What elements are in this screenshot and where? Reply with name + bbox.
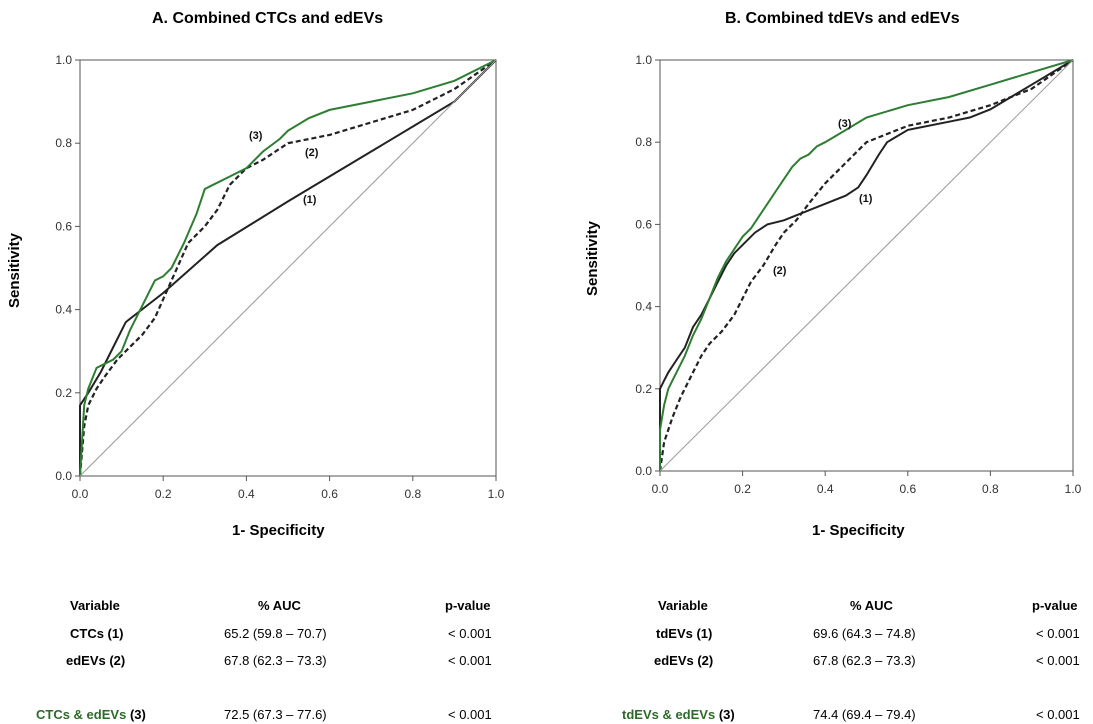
table-row-auc: 65.2 (59.8 – 70.7) [224,626,327,641]
curve-label: (2) [773,265,787,277]
plot-frame [79,59,497,477]
table-row-variable: tdEVs (1) [656,626,713,641]
y-tick-label: 0.8 [635,135,652,149]
chart-title: B. Combined tdEVs and edEVs [725,10,960,27]
table-header-p-value: p-value [1032,598,1078,613]
reference-diagonal-line [659,59,1074,472]
x-tick-label: 0.4 [817,482,834,496]
y-tick-label: 0.6 [55,219,72,233]
table-header-variable: Variable [70,598,120,613]
table-row-auc: 72.5 (67.3 – 77.6) [224,707,327,722]
roc-curve-2 [78,59,497,477]
combined-variable-name: tdEVs & edEVs [622,707,716,722]
table-header-auc: % AUC [258,598,301,613]
y-tick-label: 0.0 [635,464,652,478]
x-tick-label: 0.2 [155,487,172,501]
table-row-auc: 67.8 (62.3 – 73.3) [813,653,916,668]
roc-curve-1 [659,59,1074,471]
table-header-variable: Variable [658,598,708,613]
x-tick-label: 0.6 [321,487,338,501]
combined-variable-number: (3) [129,707,146,722]
table-row-p-value: < 0.001 [1036,707,1080,722]
y-tick-label: 1.0 [635,53,652,67]
x-tick-label: 0.8 [982,482,999,496]
y-tick-label: 0.4 [55,303,72,317]
table-header-p-value: p-value [445,598,491,613]
table-row-variable: tdEVs & edEVs (3) [622,707,735,722]
curve-label: (3) [838,118,852,130]
table-row-p-value: < 0.001 [448,707,492,722]
plot-frame [659,59,1074,472]
y-tick-label: 1.0 [55,53,72,67]
curve-label: (2) [305,147,319,159]
roc-plot: 0.00.0 0.2 0.2 0.4 0.4 0.6 0.6 0.8 0.8 1.0 1.0 (1) (… [55,53,505,501]
roc-panel-b: B. Combined tdEVs and edEVs Sensitivity … [580,0,1093,724]
curve-label: (1) [303,194,317,206]
table-row-variable: CTCs (1) [70,626,124,641]
roc-curve-3 [79,59,497,477]
y-tick-label: 0.2 [55,386,72,400]
chart-title: A. Combined CTCs and edEVs [152,10,384,27]
y-tick-label: 0.8 [55,136,72,150]
x-tick-label: 0.0 [72,487,89,501]
table-row-variable: CTCs & edEVs (3) [36,707,146,722]
x-axis-label: 1- Specificity [812,522,905,539]
reference-diagonal-line [79,59,497,477]
x-tick-label: 0.0 [652,482,669,496]
table-row-p-value: < 0.001 [1036,653,1080,668]
x-tick-label: 1.0 [1065,482,1082,496]
combined-variable-name: CTCs & edEVs [36,707,127,722]
y-tick-label: 0.2 [635,382,652,396]
x-tick-label: 1.0 [488,487,505,501]
x-tick-label: 0.2 [734,482,751,496]
x-axis-label: 1- Specificity [232,522,325,539]
curve-label: (1) [859,193,873,205]
table-row-variable: edEVs (2) [654,653,714,668]
y-tick-label: 0.0 [55,469,72,483]
curve-label: (3) [249,130,263,142]
table-row-auc: 74.4 (69.4 – 79.4) [813,707,916,722]
roc-panel-a: A. Combined CTCs and edEVs Sensitivity 1… [0,0,546,724]
y-tick-label: 0.6 [635,217,652,231]
table-row-p-value: < 0.001 [448,626,492,641]
roc-plot: 0.00.0 0.2 0.2 0.4 0.4 0.6 0.6 0.8 0.8 1.0 1.0 (1) (… [635,53,1082,496]
table-row-variable: edEVs (2) [66,653,126,668]
table-row-p-value: < 0.001 [1036,626,1080,641]
table-row-auc: 69.6 (64.3 – 74.8) [813,626,916,641]
table-row-p-value: < 0.001 [448,653,492,668]
y-tick-label: 0.4 [635,300,652,314]
table-row-auc: 67.8 (62.3 – 73.3) [224,653,327,668]
combined-variable-number: (3) [718,707,735,722]
x-tick-label: 0.6 [899,482,916,496]
x-tick-label: 0.8 [404,487,421,501]
x-tick-label: 0.4 [238,487,255,501]
roc-curve-2 [658,59,1074,472]
roc-curve-3 [659,59,1074,471]
table-header-auc: % AUC [850,598,893,613]
